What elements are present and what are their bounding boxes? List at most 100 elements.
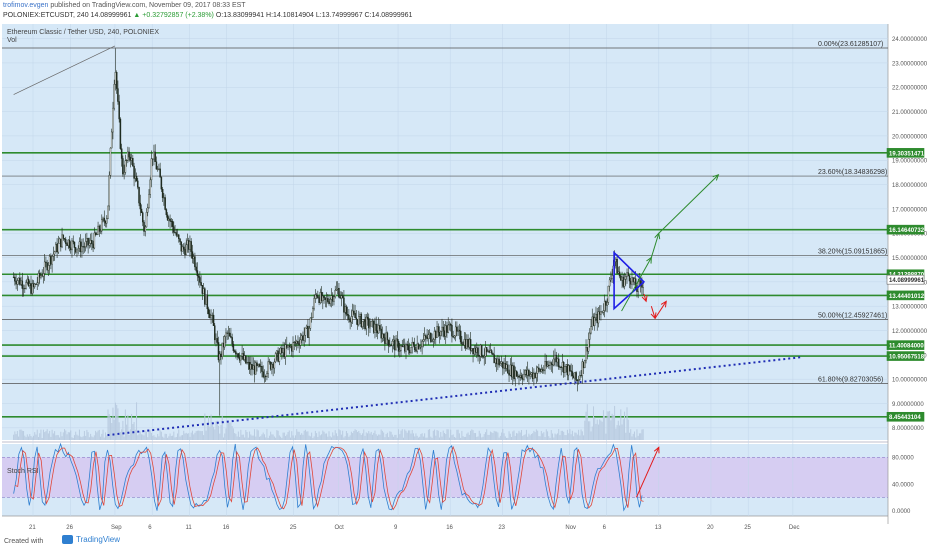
candle-body xyxy=(186,240,189,246)
volume-bar xyxy=(57,435,59,440)
candle-body xyxy=(180,241,183,252)
volume-bar xyxy=(65,430,67,440)
volume-bar xyxy=(535,429,537,440)
tradingview-brand[interactable]: TradingView xyxy=(62,535,120,545)
candle-body xyxy=(550,362,553,365)
volume-bar xyxy=(318,431,320,440)
volume-bar xyxy=(299,434,301,440)
fib-level-label: 50.00%(12.45927461) xyxy=(818,312,887,319)
candle-body xyxy=(366,316,369,319)
volume-bar xyxy=(193,434,195,440)
candle-body xyxy=(221,342,223,358)
volume-bar xyxy=(403,437,405,440)
time-tick-label: Nov xyxy=(565,525,576,531)
volume-bar xyxy=(136,402,138,440)
volume-bar xyxy=(154,436,156,440)
volume-bar xyxy=(390,431,392,440)
volume-bar xyxy=(179,436,181,440)
volume-bar xyxy=(630,429,632,440)
volume-bar xyxy=(347,433,349,440)
candle-body xyxy=(77,248,79,251)
volume-bar xyxy=(160,431,162,440)
volume-bar xyxy=(627,419,629,440)
chart-canvas[interactable]: 8.000000009.0000000010.0000000011.000000… xyxy=(0,24,932,532)
volume-bar xyxy=(47,433,49,440)
candle-body xyxy=(98,225,101,232)
volume-bar xyxy=(358,431,360,440)
volume-bar xyxy=(86,429,88,440)
volume-bar xyxy=(78,429,80,440)
candle-body xyxy=(355,317,358,320)
candle-body xyxy=(592,316,595,326)
volume-bar xyxy=(425,437,427,440)
volume-bar xyxy=(186,433,188,440)
author-link[interactable]: trofimov.evgen xyxy=(3,2,49,9)
volume-bar xyxy=(306,431,308,440)
support-level-label: 16.14640732 xyxy=(889,228,925,234)
candle-body xyxy=(602,310,605,313)
volume-bar xyxy=(448,437,450,440)
volume-bar xyxy=(237,431,239,440)
candle-body xyxy=(338,287,340,298)
candle-body xyxy=(489,350,492,353)
volume-bar xyxy=(50,436,52,440)
candle-body xyxy=(68,239,71,248)
candle-body xyxy=(165,209,168,216)
volume-bar xyxy=(106,435,108,440)
volume-bar xyxy=(528,433,530,440)
volume-bar xyxy=(51,429,53,440)
stoch-tick-label: 0.0000 xyxy=(892,509,911,515)
time-tick-label: Sep xyxy=(111,525,122,531)
volume-bar xyxy=(543,432,545,440)
volume-bar xyxy=(447,429,449,440)
candle-body xyxy=(379,325,381,330)
volume-bar xyxy=(487,434,489,440)
support-level-label-box xyxy=(886,290,925,301)
candle-body xyxy=(199,277,201,283)
volume-bar xyxy=(556,433,558,440)
volume-bar xyxy=(540,430,542,440)
candle-body xyxy=(512,365,514,378)
candle-body xyxy=(617,271,620,274)
candle-body xyxy=(329,299,332,304)
volume-bar xyxy=(286,434,288,440)
volume-bar xyxy=(77,435,79,440)
candle-body xyxy=(553,358,555,366)
candle-body xyxy=(115,72,118,89)
candle-body xyxy=(343,297,345,313)
candle-body xyxy=(166,214,169,221)
volume-bar xyxy=(564,435,566,440)
candle-body xyxy=(201,285,204,294)
volume-bar xyxy=(547,431,549,440)
volume-bar xyxy=(54,431,56,440)
candle-body xyxy=(548,364,550,366)
candle-body xyxy=(477,347,479,356)
candle-body xyxy=(473,347,476,355)
candle-body xyxy=(309,317,312,329)
projection-rebound-arrow-head xyxy=(660,300,667,308)
candle-body xyxy=(472,348,474,355)
volume-bar xyxy=(370,431,372,440)
volume-bar xyxy=(13,434,15,440)
volume-bar xyxy=(214,429,216,440)
candle-body xyxy=(462,343,464,346)
volume-bar xyxy=(28,436,30,440)
candle-body xyxy=(125,160,128,162)
candle-body xyxy=(570,370,572,372)
volume-bar xyxy=(316,433,318,440)
candle-body xyxy=(404,345,406,352)
candle-body xyxy=(430,332,432,342)
volume-bar xyxy=(514,435,516,440)
candle-body xyxy=(274,353,277,363)
candle-body xyxy=(407,345,410,351)
volume-bar xyxy=(626,407,628,440)
volume-bar xyxy=(508,431,510,440)
candle-body xyxy=(197,275,200,278)
candle-body xyxy=(341,295,344,299)
candle-body xyxy=(42,273,45,277)
volume-bar xyxy=(121,429,123,440)
volume-bar xyxy=(143,435,145,440)
chart-frame[interactable]: 8.000000009.0000000010.0000000011.000000… xyxy=(0,24,932,532)
volume-bar xyxy=(416,435,418,440)
candle-body xyxy=(106,218,108,224)
